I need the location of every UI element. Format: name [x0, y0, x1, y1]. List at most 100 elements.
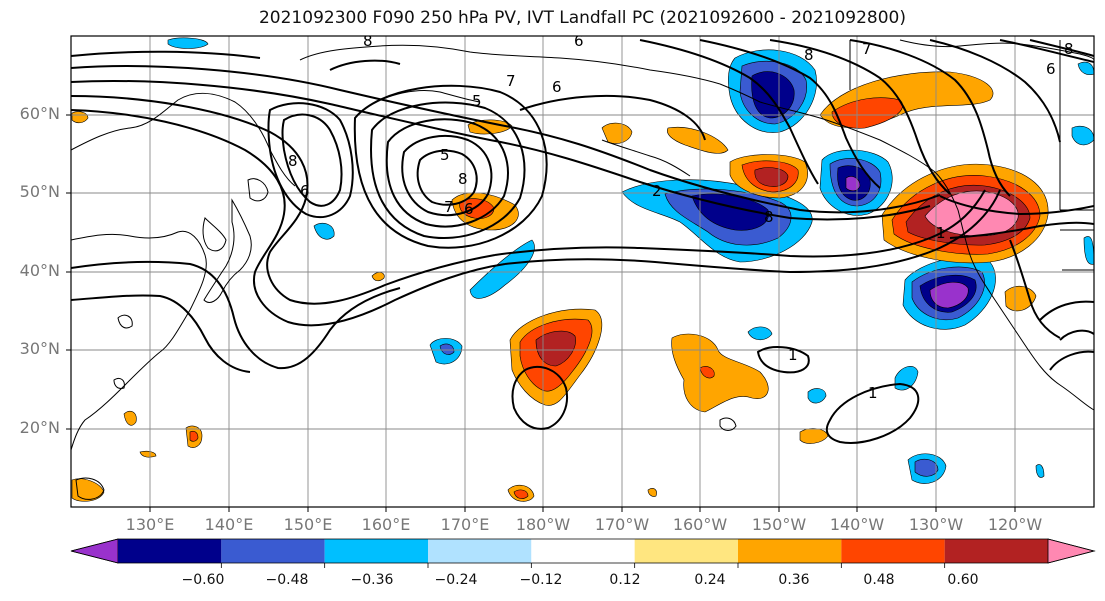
contour-label: 7 — [862, 40, 872, 58]
negative-anomaly — [469, 239, 535, 299]
lat-label-30n: 30°N — [19, 339, 60, 358]
colorbar-tick-label: −0.12 — [519, 572, 563, 588]
pv-contour — [71, 260, 401, 370]
negative-anomaly — [439, 343, 455, 355]
pv-contour — [511, 365, 568, 430]
contour-label: 7 — [506, 72, 516, 90]
contour-label: 2 — [652, 182, 662, 200]
contour-label: 8 — [288, 152, 298, 170]
pv-contour — [949, 221, 1094, 239]
pv-contour — [494, 189, 986, 258]
contour-label: 8 — [1064, 40, 1074, 58]
lon-label-140e: 140°E — [204, 515, 254, 534]
map-panel: 8 7 6 5 8 6 5 8 7 6 8 7 6 2 8 1 1 1 8 6 — [71, 32, 1094, 507]
positive-anomaly — [123, 410, 137, 426]
contour-label: 6 — [464, 200, 474, 218]
coastlines — [71, 39, 1094, 500]
colorbar-segment — [634, 539, 738, 563]
colorbar-segment — [738, 539, 842, 563]
contour-label: 6 — [574, 32, 584, 50]
positive-anomaly — [371, 272, 385, 282]
pv-contour — [71, 50, 261, 59]
graticule — [71, 36, 1094, 507]
negative-anomaly — [929, 281, 969, 309]
colorbar-segment — [428, 539, 532, 563]
positive-anomaly — [71, 111, 89, 124]
colorbar-tick-label: 0.48 — [863, 572, 895, 588]
pv-contour — [1029, 39, 1094, 57]
negative-anomaly — [313, 223, 335, 240]
negative-anomaly — [845, 176, 861, 192]
lon-label-130w: 130°W — [908, 515, 964, 534]
negative-anomaly — [1035, 464, 1045, 478]
pv-contour — [1059, 329, 1094, 341]
positive-anomaly — [601, 122, 633, 144]
lat-label-60n: 60°N — [19, 104, 60, 123]
pv-contour — [281, 113, 343, 207]
contour-label: 6 — [1046, 60, 1056, 78]
colorbar-segment — [944, 539, 1048, 563]
contour-labels: 8 7 6 5 8 6 5 8 7 6 8 7 6 2 8 1 1 1 8 6 — [288, 32, 1074, 402]
contour-label: 8 — [764, 208, 774, 226]
lon-label-130e: 130°E — [125, 515, 175, 534]
colorbar-tick-label: −0.60 — [181, 572, 225, 588]
colorbar-tick-label: 0.24 — [694, 572, 726, 588]
pv-contour — [71, 79, 931, 221]
colorbar-extend-min — [70, 538, 119, 564]
colorbar-extend-max — [1047, 538, 1096, 564]
positive-anomaly — [647, 488, 657, 497]
colorbar-tick-label: 0.36 — [778, 572, 810, 588]
colorbar-tick-label: 0.12 — [609, 572, 641, 588]
pv-contour — [385, 118, 509, 228]
lon-label-150w: 150°W — [751, 515, 807, 534]
pv-contour — [939, 195, 1094, 216]
positive-anomaly — [699, 366, 715, 379]
pv-contour — [353, 84, 548, 249]
map-title: 2021092300 F090 250 hPa PV, IVT Landfall… — [258, 8, 906, 28]
negative-anomaly — [167, 37, 209, 49]
pv-contour — [519, 94, 706, 141]
colorbar-segment — [531, 539, 635, 563]
pv-contour — [370, 101, 526, 240]
colorbar-tick-label: −0.48 — [265, 572, 309, 588]
pv-contour — [999, 39, 1094, 63]
lon-label-160w: 160°W — [672, 515, 728, 534]
pv-contour — [769, 39, 951, 195]
lon-label-120w: 120°W — [987, 515, 1043, 534]
lon-label-150e: 150°E — [283, 515, 333, 534]
positive-anomaly — [189, 430, 199, 442]
positive-anomaly — [535, 330, 576, 367]
pv-contour — [1009, 239, 1061, 339]
colorbar-segment — [324, 539, 428, 563]
contour-label: 6 — [300, 182, 310, 200]
lon-label-160e: 160°E — [361, 515, 411, 534]
negative-anomaly — [914, 458, 939, 477]
contour-label: 7 — [444, 198, 454, 216]
pv-contour — [504, 189, 1001, 274]
pv-contour — [756, 346, 810, 374]
lon-label-170w: 170°W — [594, 515, 650, 534]
pv-contour — [416, 149, 478, 206]
lon-label-170e: 170°E — [440, 515, 490, 534]
negative-anomaly — [747, 326, 773, 341]
lat-label-20n: 20°N — [19, 418, 60, 437]
pv-contour — [929, 39, 1061, 143]
pv-contour — [267, 102, 354, 219]
negative-anomaly — [807, 388, 827, 404]
pv-contour — [639, 39, 819, 185]
contour-label: 1 — [868, 384, 878, 402]
negative-anomaly — [1077, 61, 1094, 75]
colorbar-segment — [118, 539, 222, 563]
colorbar — [70, 538, 1096, 568]
lat-label-40n: 40°N — [19, 261, 60, 280]
contour-label: 8 — [363, 32, 373, 50]
colorbar-tick-label: −0.36 — [350, 572, 394, 588]
colorbar-tick-label: 0.60 — [947, 572, 979, 588]
contour-label: 6 — [552, 78, 562, 96]
lat-label-50n: 50°N — [19, 182, 60, 201]
pv-contour — [825, 382, 920, 444]
positive-anomaly — [139, 450, 157, 458]
pv-contour — [329, 59, 401, 71]
axis-ticks — [66, 114, 1016, 512]
pv-contour — [1049, 350, 1094, 371]
